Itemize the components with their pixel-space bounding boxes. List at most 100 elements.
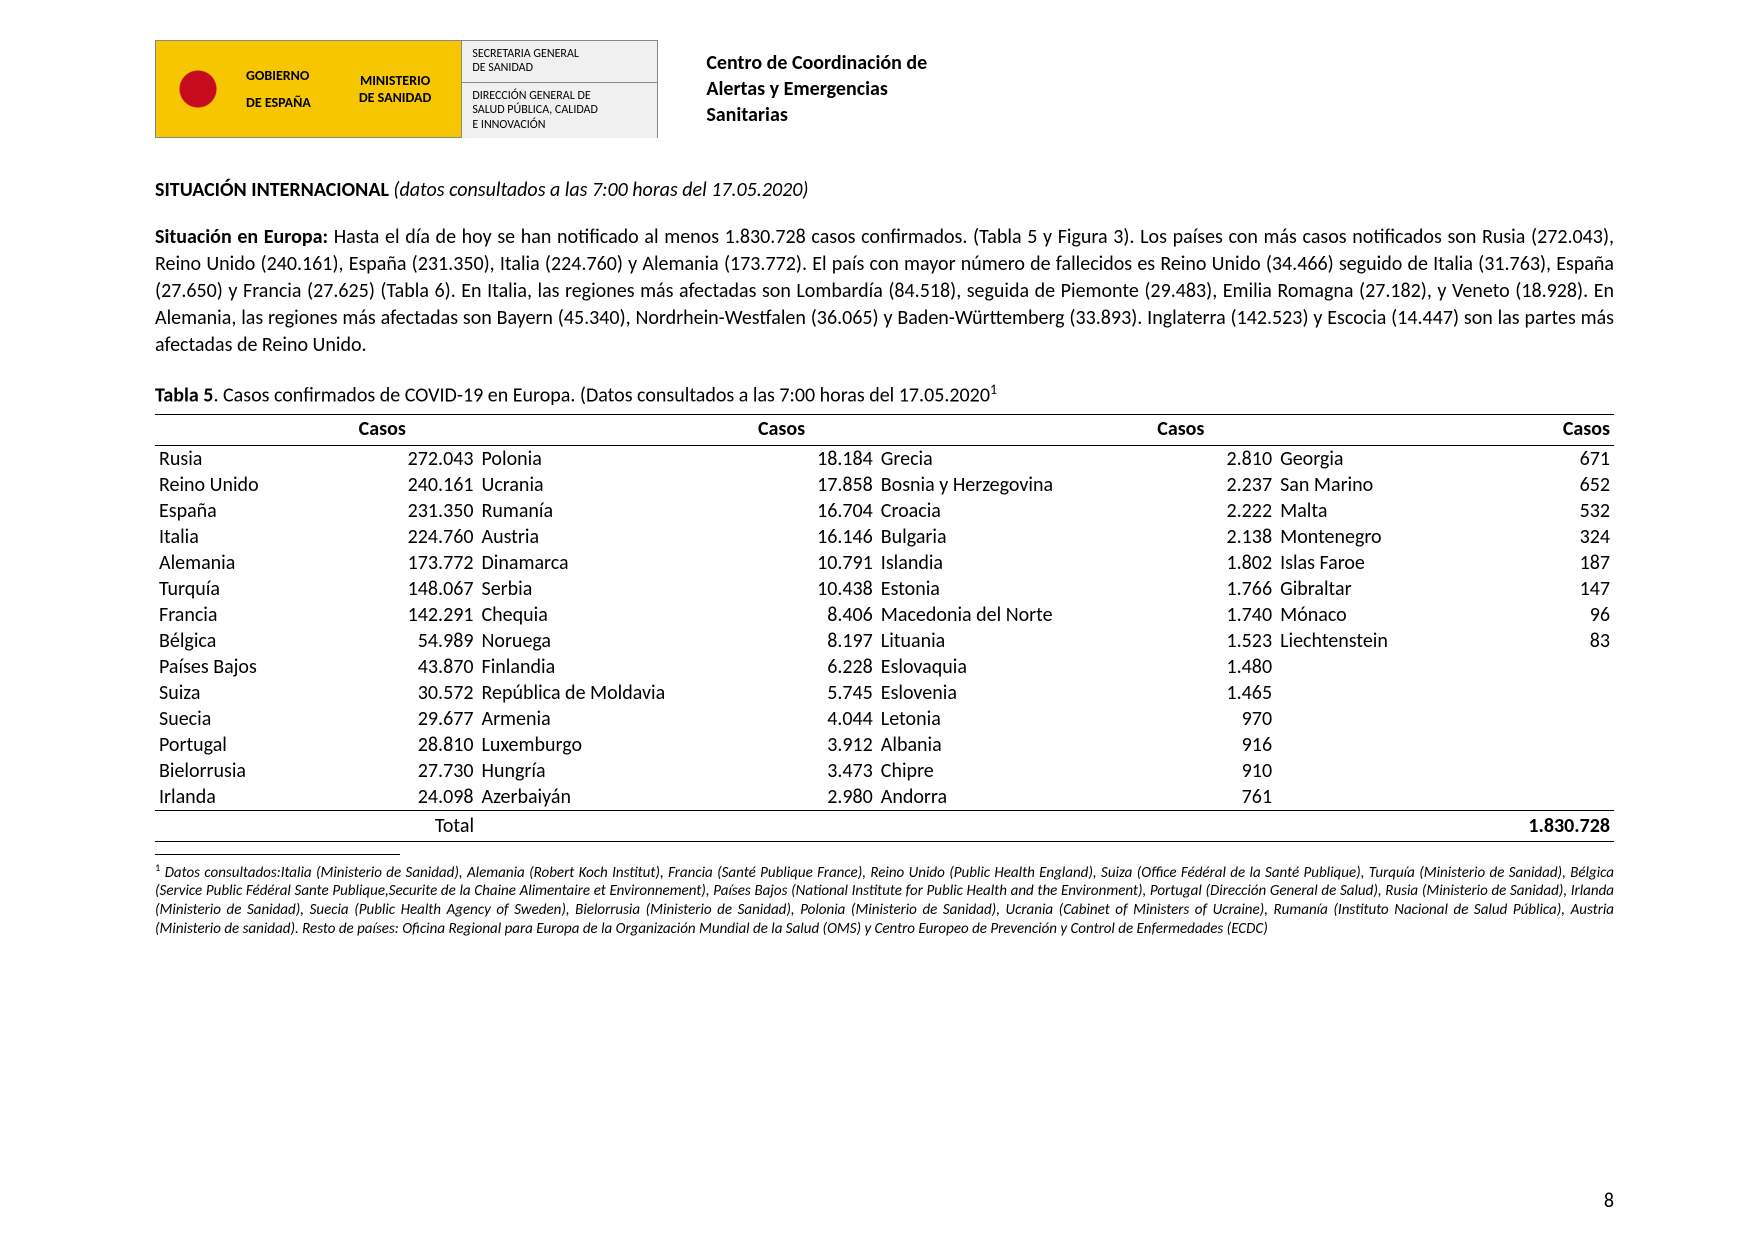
country-cell: Países Bajos [155,654,355,680]
country-cell: Armenia [478,706,754,732]
cases-cell: 2.980 [754,784,877,811]
country-cell: Francia [155,602,355,628]
cases-cell: 916 [1153,732,1276,758]
country-cell: Liechtenstein [1276,628,1491,654]
cases-cell [1491,680,1614,706]
country-cell: Italia [155,524,355,550]
cases-cell: 231.350 [355,498,478,524]
country-cell: Letonia [877,706,1153,732]
cases-cell: 16.704 [754,498,877,524]
cases-cell: 83 [1491,628,1614,654]
direccion-line1: DIRECCIÓN GENERAL DE [472,89,647,103]
secretaria-box: SECRETARIA GENERAL DE SANIDAD [462,41,657,83]
cases-cell: 1.523 [1153,628,1276,654]
country-cell: Georgia [1276,445,1491,472]
country-cell: Bielorrusia [155,758,355,784]
table-row: Suecia29.677Armenia4.044Letonia970 [155,706,1614,732]
country-cell: Chipre [877,758,1153,784]
footnote: 1 Datos consultados:Italia (Ministerio d… [155,861,1614,939]
country-cell [1276,758,1491,784]
country-cell: Austria [478,524,754,550]
country-cell: Bulgaria [877,524,1153,550]
country-cell: Suecia [155,706,355,732]
table-header-row: Casos Casos Casos Casos [155,414,1614,445]
country-cell: Finlandia [478,654,754,680]
cases-cell: 148.067 [355,576,478,602]
country-cell: Bosnia y Herzegovina [877,472,1153,498]
cases-cell [1491,732,1614,758]
country-cell: Azerbaiyán [478,784,754,811]
table-row: Italia224.760Austria16.146Bulgaria2.138M… [155,524,1614,550]
table-row: Bélgica54.989Noruega8.197Lituania1.523Li… [155,628,1614,654]
direccion-line3: E INNOVACIÓN [472,118,647,132]
country-cell [1276,732,1491,758]
section-title-italic: (datos consultados a las 7:00 horas del … [389,178,809,202]
country-cell [1276,680,1491,706]
table-caption-sup: 1 [990,381,997,398]
country-cell: Irlanda [155,784,355,811]
cases-cell: 1.802 [1153,550,1276,576]
country-cell: Portugal [155,732,355,758]
cases-cell: 5.745 [754,680,877,706]
country-cell: Grecia [877,445,1153,472]
country-cell: Eslovaquia [877,654,1153,680]
cases-cell: 324 [1491,524,1614,550]
document-header: GOBIERNO DE ESPAÑA MINISTERIO DE SANIDAD… [155,40,1614,138]
cases-cell: 173.772 [355,550,478,576]
country-cell [1276,654,1491,680]
cases-cell: 30.572 [355,680,478,706]
cases-cell: 224.760 [355,524,478,550]
table-row: Suiza30.572República de Moldavia5.745Esl… [155,680,1614,706]
cases-cell: 17.858 [754,472,877,498]
table-total-spacer [754,810,1491,841]
country-cell: San Marino [1276,472,1491,498]
section-title: SITUACIÓN INTERNACIONAL (datos consultad… [155,178,1614,202]
country-cell: Turquía [155,576,355,602]
table-caption: Tabla 5. Casos confirmados de COVID-19 e… [155,381,1614,408]
cases-cell: 3.473 [754,758,877,784]
footnote-separator [155,854,400,855]
country-cell: Mónaco [1276,602,1491,628]
table-header-blank [155,414,355,445]
gobierno-line2: DE ESPAÑA [246,94,311,111]
table-row: Portugal28.810Luxemburgo3.912Albania916 [155,732,1614,758]
cases-cell: 2.810 [1153,445,1276,472]
direccion-line2: SALUD PÚBLICA, CALIDAD [472,103,647,117]
country-cell: Suiza [155,680,355,706]
centro-line3: Sanitarias [706,102,927,128]
country-cell: Rusia [155,445,355,472]
banner-ministerio: MINISTERIO DE SANIDAD [329,40,462,138]
cases-cell: 1.465 [1153,680,1276,706]
cases-cell: 147 [1491,576,1614,602]
country-cell: Ucrania [478,472,754,498]
cases-cell: 142.291 [355,602,478,628]
country-cell: Andorra [877,784,1153,811]
banner-secretaria-direccion: SECRETARIA GENERAL DE SANIDAD DIRECCIÓN … [461,40,658,138]
country-cell: Rumanía [478,498,754,524]
ministerio-line1: MINISTERIO [360,72,430,89]
table-header-casos-4: Casos [1491,414,1614,445]
country-cell: Estonia [877,576,1153,602]
country-cell: Dinamarca [478,550,754,576]
country-cell: Gibraltar [1276,576,1491,602]
centro-title: Centro de Coordinación de Alertas y Emer… [706,40,927,138]
country-cell [1276,706,1491,732]
page-number: 8 [1604,1189,1614,1213]
cases-cell: 3.912 [754,732,877,758]
cases-table: Casos Casos Casos Casos Rusia272.043Polo… [155,414,1614,842]
gov-banner: GOBIERNO DE ESPAÑA MINISTERIO DE SANIDAD… [155,40,658,138]
ministerio-text: MINISTERIO DE SANIDAD [359,72,432,106]
gobierno-line1: GOBIERNO [246,67,311,84]
cases-cell: 96 [1491,602,1614,628]
country-cell: Chequia [478,602,754,628]
para-body: Hasta el día de hoy se han notificado al… [155,225,1614,357]
cases-cell: 29.677 [355,706,478,732]
country-cell: Albania [877,732,1153,758]
section-title-bold: SITUACIÓN INTERNACIONAL [155,178,389,202]
cases-cell: 2.237 [1153,472,1276,498]
country-cell: Islas Faroe [1276,550,1491,576]
country-cell: Luxemburgo [478,732,754,758]
centro-line1: Centro de Coordinación de [706,50,927,76]
cases-cell [1491,654,1614,680]
cases-cell: 8.197 [754,628,877,654]
